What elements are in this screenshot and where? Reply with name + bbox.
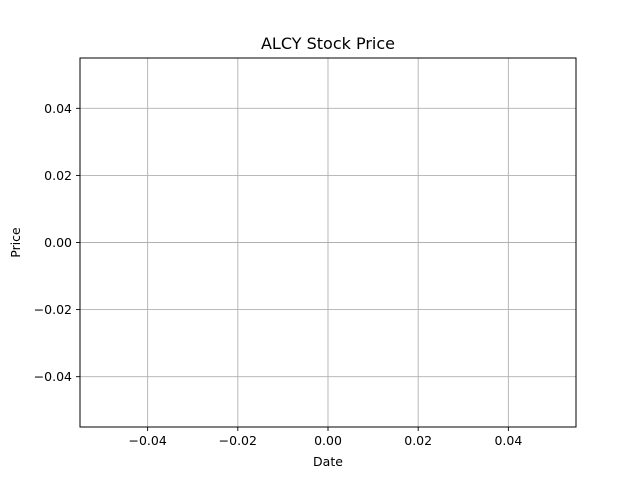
x-axis-ticks: −0.04 −0.02 0.00 0.02 0.04 <box>128 427 522 448</box>
grid-layer <box>80 58 576 427</box>
x-tick-label: 0.00 <box>314 433 342 448</box>
x-tick-label: 0.04 <box>494 433 522 448</box>
x-axis-label: Date <box>313 454 343 469</box>
y-tick-label: −0.02 <box>34 302 72 317</box>
y-tick-label: 0.04 <box>44 101 72 116</box>
x-tick-label: −0.04 <box>128 433 166 448</box>
y-axis-ticks: −0.04 −0.02 0.00 0.02 0.04 <box>34 101 80 384</box>
y-tick-label: 0.02 <box>44 168 72 183</box>
chart-title: ALCY Stock Price <box>261 34 395 53</box>
y-axis-label: Price <box>8 227 23 258</box>
x-tick-label: 0.02 <box>404 433 432 448</box>
y-tick-label: −0.04 <box>34 369 72 384</box>
y-tick-label: 0.00 <box>44 235 72 250</box>
x-tick-label: −0.02 <box>219 433 257 448</box>
